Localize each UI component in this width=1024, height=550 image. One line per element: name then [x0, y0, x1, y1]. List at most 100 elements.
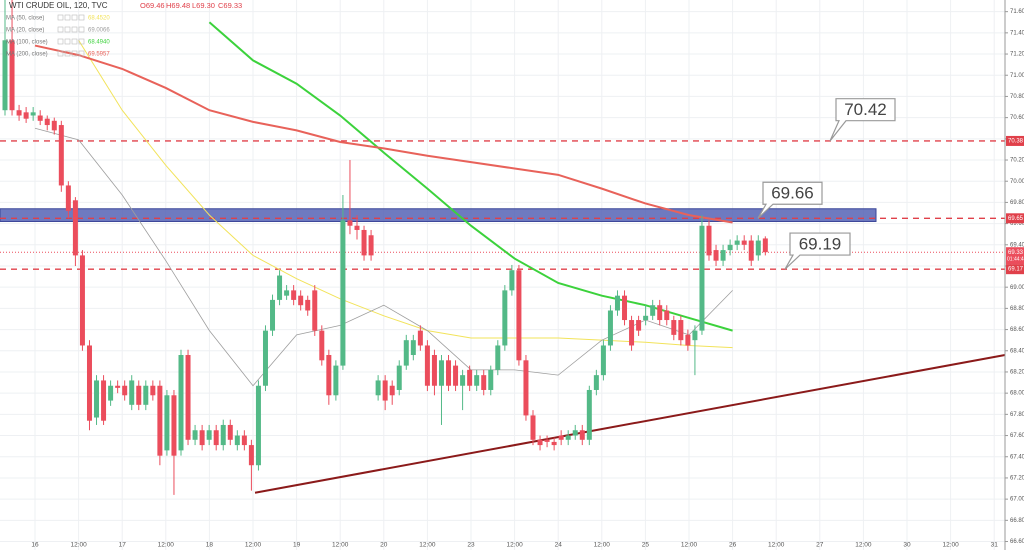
candle-body [284, 290, 290, 296]
candle-body [122, 385, 128, 396]
candle-body [199, 430, 205, 446]
candle-body [741, 240, 747, 245]
candle-body [643, 315, 649, 321]
candle-body [65, 185, 71, 211]
candle-body [150, 385, 156, 396]
moving-average [34, 44, 733, 224]
candle-body [171, 395, 177, 456]
y-tick-label: 67.60 [1010, 433, 1024, 439]
x-tick-label: 12:00 [942, 542, 959, 549]
y-tick-label: 69.60 [1010, 221, 1024, 227]
candle-body [664, 310, 670, 321]
candle-body [312, 290, 318, 331]
candle-body [558, 435, 564, 440]
y-tick-label: 69.00 [1010, 285, 1024, 291]
candle-body [2, 40, 8, 111]
candle-body [671, 320, 677, 335]
y-tick-label: 71.40 [1010, 30, 1024, 36]
legend-icon [64, 26, 71, 33]
y-tick-label: 67.00 [1010, 497, 1024, 503]
candle-body [23, 112, 29, 119]
candle-body [305, 299, 311, 311]
ohlc-value: L69.30 [192, 1, 215, 10]
candle-body [438, 360, 444, 386]
y-tick-label: 68.40 [1010, 348, 1024, 354]
candle-body [270, 299, 276, 331]
candle-body [488, 369, 494, 390]
x-tick-label: 20 [380, 542, 388, 549]
candle-body [403, 340, 409, 366]
candle-body [206, 430, 212, 440]
candle-body [551, 441, 557, 446]
legend-name: MA (50, close) [6, 16, 44, 22]
y-tick-label: 71.00 [1010, 73, 1024, 79]
legend-icon [78, 38, 85, 45]
candle-body [136, 385, 142, 405]
candle-body [298, 295, 304, 306]
candle-body [544, 439, 550, 442]
moving-average [208, 21, 733, 332]
candle-body [713, 250, 719, 261]
candle-body [375, 380, 381, 396]
y-tick-label: 69.40 [1010, 242, 1024, 248]
candle-body [579, 430, 585, 440]
moving-average [78, 40, 733, 349]
y-tick-label: 66.60 [1010, 539, 1024, 545]
y-tick-label: 68.60 [1010, 327, 1024, 333]
legend-icon [78, 14, 85, 21]
candle-body [396, 365, 402, 390]
x-tick-label: 12:00 [594, 542, 611, 549]
candle-body [248, 445, 254, 466]
callout-box [829, 98, 896, 142]
candle-body [361, 229, 367, 256]
candle-body [262, 330, 268, 386]
y-tick-label: 70.20 [1010, 158, 1024, 164]
candle-body [94, 380, 100, 418]
candle-body [565, 435, 571, 440]
legend-icon [57, 50, 64, 57]
legend-icon [71, 26, 78, 33]
x-tick-label: 31 [991, 542, 999, 549]
y-tick-label: 66.80 [1010, 518, 1024, 524]
candle-body [368, 235, 374, 256]
candle-body [354, 225, 360, 230]
candle-body [530, 415, 536, 440]
level-label: 69.65 [1008, 216, 1024, 222]
candle-body [178, 355, 184, 451]
candle-body [678, 320, 684, 341]
legend-name: MA (20, close) [6, 28, 44, 34]
y-tick-label: 67.80 [1010, 412, 1024, 418]
candle-body [537, 439, 543, 446]
level-label: 70.38 [1008, 139, 1024, 145]
legend-value: 69.0066 [88, 28, 110, 34]
candle-body [44, 118, 50, 126]
candle-body [734, 240, 740, 245]
candle-body [460, 375, 466, 386]
candle-body [509, 270, 515, 291]
candle-body [143, 385, 149, 405]
candle-body [291, 290, 297, 300]
last-price-tag [1006, 247, 1024, 265]
candle-body [692, 330, 698, 341]
y-tick-label: 67.20 [1010, 476, 1024, 482]
x-tick-label: 12:00 [332, 542, 349, 549]
candle-body [657, 305, 663, 321]
candle-body [607, 310, 613, 346]
candle-body [108, 385, 114, 401]
candle-body [58, 125, 64, 186]
candle-body [572, 430, 578, 436]
legend-icon [71, 50, 78, 57]
candle-body [86, 345, 92, 421]
moving-average [34, 127, 733, 387]
legend-icon [64, 50, 71, 57]
last-price-label: 69.33 [1008, 250, 1024, 256]
x-tick-label: 12:00 [506, 542, 523, 549]
candle-body [101, 380, 107, 421]
y-tick-label: 70.60 [1010, 115, 1024, 121]
candle-body [586, 389, 592, 440]
candle-body [699, 225, 705, 331]
candle-body [720, 250, 726, 261]
legend-value: 68.4520 [88, 16, 110, 22]
legend-icon [64, 14, 71, 21]
